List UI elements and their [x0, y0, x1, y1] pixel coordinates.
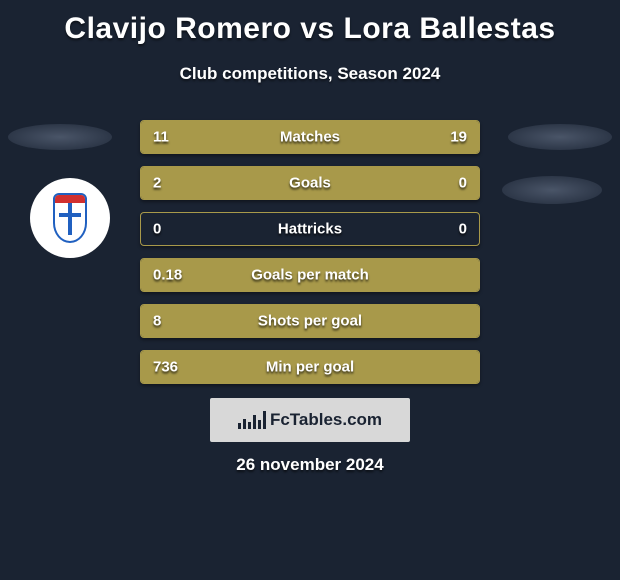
stat-bar-left: [141, 305, 479, 337]
stat-value-right: 0: [459, 221, 467, 238]
stat-row: 20Goals: [140, 166, 480, 200]
date-label: 26 november 2024: [0, 455, 620, 475]
stat-bar-left: [141, 259, 479, 291]
stat-bar-right: [411, 167, 479, 199]
stat-row: 0 0Hattricks: [140, 212, 480, 246]
club-badge-left: [30, 178, 110, 258]
page-title: Clavijo Romero vs Lora Ballestas: [0, 0, 620, 46]
stats-panel: 1119Matches 20Goals 0 0Hattricks 0.18Goals p…: [140, 120, 480, 396]
stat-row: 0.18Goals per match: [140, 258, 480, 292]
shadow-ellipse: [8, 124, 112, 150]
stat-value-left: 0: [153, 221, 161, 238]
brand-text: FcTables.com: [270, 410, 382, 430]
stat-label: Hattricks: [141, 221, 479, 238]
shadow-ellipse: [508, 124, 612, 150]
chart-icon: [238, 411, 266, 429]
stat-row: 1119Matches: [140, 120, 480, 154]
stat-row: 736Min per goal: [140, 350, 480, 384]
subtitle: Club competitions, Season 2024: [0, 64, 620, 84]
shadow-ellipse: [502, 176, 602, 204]
stat-bar-right: [266, 121, 479, 153]
brand-box: FcTables.com: [210, 398, 410, 442]
stat-bar-left: [141, 121, 266, 153]
stat-bar-left: [141, 351, 479, 383]
shield-icon: [53, 193, 87, 243]
stat-row: 8Shots per goal: [140, 304, 480, 338]
